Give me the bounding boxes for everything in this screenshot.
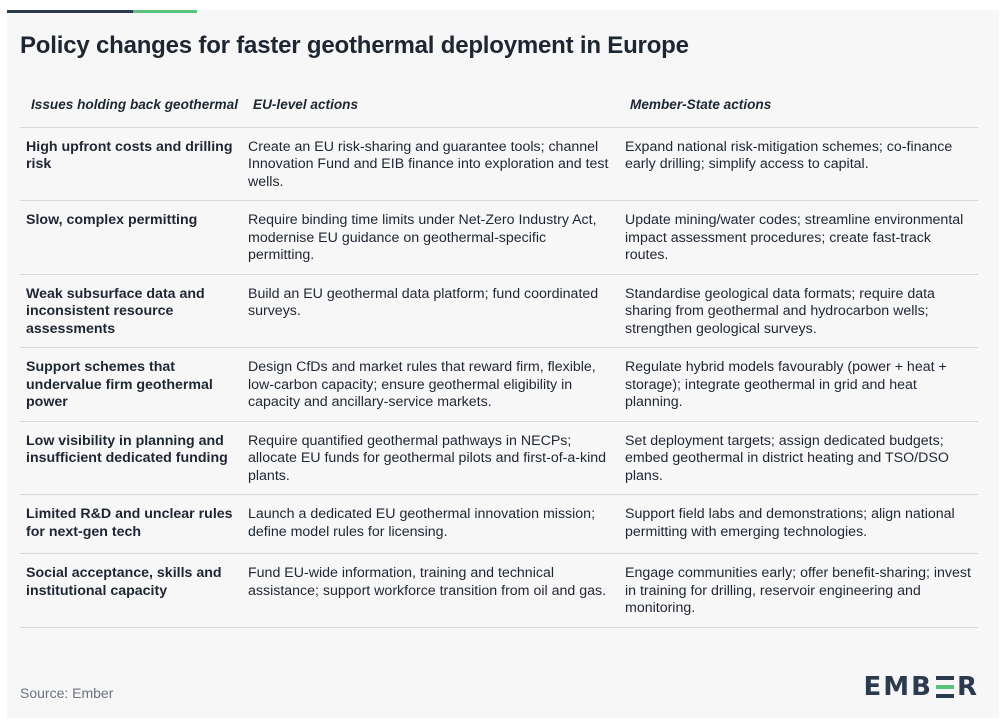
table-row: Low visibility in planning and insuffici…	[20, 421, 978, 495]
page-title: Policy changes for faster geothermal dep…	[20, 32, 689, 59]
accent-bar-green	[133, 10, 197, 13]
ember-logo: EMB R	[863, 672, 979, 702]
eu-action-cell: Build an EU geothermal data platform; fu…	[242, 274, 619, 348]
member-action-cell: Regulate hybrid models favourably (power…	[619, 347, 978, 422]
member-action-cell: Support field labs and demonstrations; a…	[619, 494, 978, 554]
issue-cell: Support schemes that undervalue firm geo…	[20, 347, 242, 422]
table-row: Support schemes that undervalue firm geo…	[20, 347, 978, 422]
report-card: Policy changes for faster geothermal dep…	[7, 10, 999, 718]
member-action-cell: Update mining/water codes; streamline en…	[619, 200, 978, 275]
column-header-eu: EU-level actions	[242, 90, 619, 128]
issue-cell: Slow, complex permitting	[20, 200, 242, 275]
issue-cell: Limited R&D and unclear rules for next-g…	[20, 494, 242, 554]
member-action-cell: Engage communities early; offer benefit-…	[619, 553, 978, 628]
table-header-row: Issues holding back geothermal EU-level …	[20, 90, 978, 128]
logo-text-left: EMB	[863, 672, 933, 702]
table-row: Slow, complex permitting Require binding…	[20, 200, 978, 275]
eu-action-cell: Design CfDs and market rules that reward…	[242, 347, 619, 422]
policy-table: Issues holding back geothermal EU-level …	[20, 90, 978, 628]
issue-cell: Social acceptance, skills and institutio…	[20, 553, 242, 628]
table-row: Limited R&D and unclear rules for next-g…	[20, 494, 978, 554]
table-row: Weak subsurface data and inconsistent re…	[20, 274, 978, 348]
eu-action-cell: Create an EU risk-sharing and guarantee …	[242, 127, 619, 201]
column-header-member: Member-State actions	[619, 90, 978, 128]
column-header-issues: Issues holding back geothermal	[20, 90, 242, 128]
source-note: Source: Ember	[20, 685, 114, 701]
table-row: High upfront costs and drilling risk Cre…	[20, 127, 978, 201]
eu-action-cell: Require quantified geothermal pathways i…	[242, 421, 619, 495]
logo-text-right: R	[956, 672, 979, 702]
logo-e-mark-icon	[935, 676, 954, 698]
issue-cell: High upfront costs and drilling risk	[20, 127, 242, 201]
member-action-cell: Expand national risk-mitigation schemes;…	[619, 127, 978, 201]
eu-action-cell: Require binding time limits under Net-Ze…	[242, 200, 619, 275]
member-action-cell: Set deployment targets; assign dedicated…	[619, 421, 978, 495]
table-row: Social acceptance, skills and institutio…	[20, 553, 978, 628]
eu-action-cell: Fund EU-wide information, training and t…	[242, 553, 619, 628]
member-action-cell: Standardise geological data formats; req…	[619, 274, 978, 348]
eu-action-cell: Launch a dedicated EU geothermal innovat…	[242, 494, 619, 554]
issue-cell: Low visibility in planning and insuffici…	[20, 421, 242, 495]
issue-cell: Weak subsurface data and inconsistent re…	[20, 274, 242, 348]
accent-bar	[7, 10, 197, 13]
